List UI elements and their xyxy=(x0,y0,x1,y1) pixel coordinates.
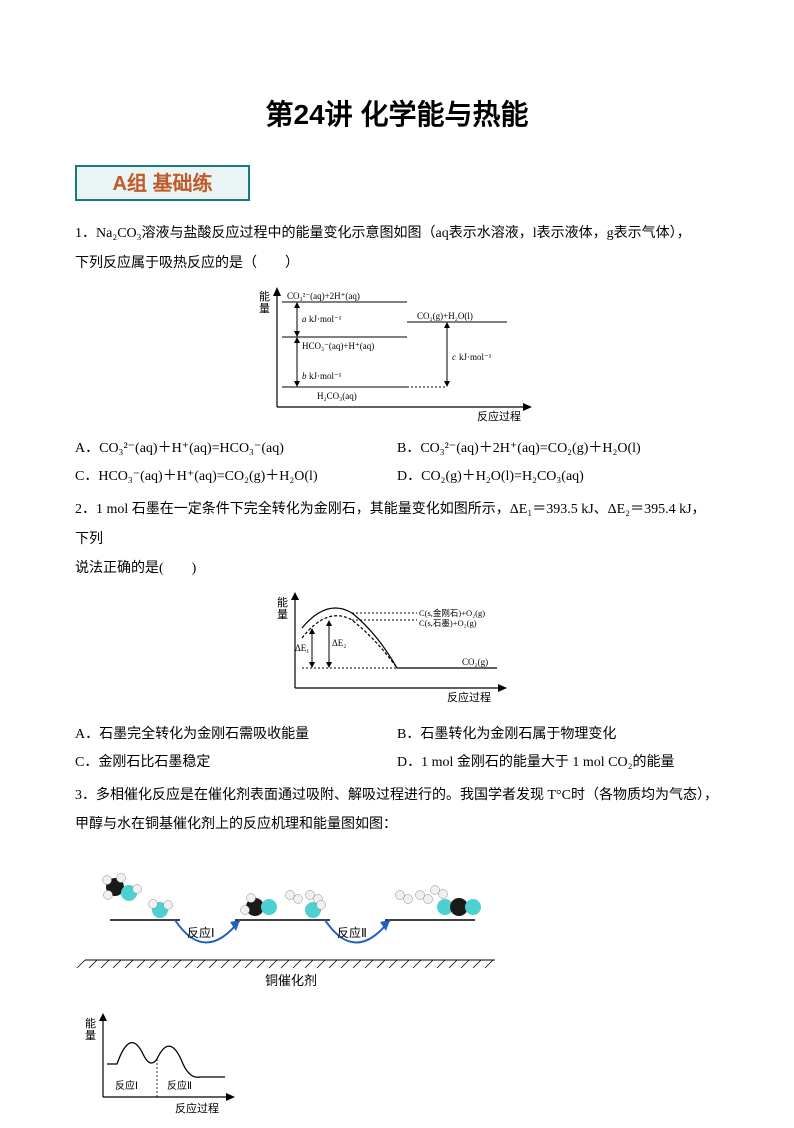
svg-text:反应过程: 反应过程 xyxy=(447,690,491,704)
svg-text:反应Ⅱ: 反应Ⅱ xyxy=(167,1079,192,1092)
q1-text-line1: 1．Na₂CO₃溶液与盐酸反应过程中的能量变化示意图如图（aq表示水溶液，l表示… xyxy=(75,219,719,248)
q3-energy-diagram: 能 量 反应过程 反应Ⅰ 反应Ⅱ xyxy=(75,1009,719,1128)
q1-opt-c: C．HCO₃⁻(aq)＋H⁺(aq)=CO₂(g)＋H₂O(l) xyxy=(75,463,397,491)
question-2: 2．1 mol 石墨在一定条件下完全转化为金刚石，其能量变化如图所示，ΔE₁＝3… xyxy=(75,495,719,776)
svg-text:量: 量 xyxy=(85,1029,96,1042)
q2-diagram: 能 量 反应过程 C(s,金刚石)+O₂(g) C(s,石墨)+O₂(g) CO… xyxy=(75,588,719,717)
question-3: 3．多相催化反应是在催化剂表面通过吸附、解吸过程进行的。我国学者发现 T°C时（… xyxy=(75,781,719,1128)
q2-text-line1: 2．1 mol 石墨在一定条件下完全转化为金刚石，其能量变化如图所示，ΔE₁＝3… xyxy=(75,495,719,554)
q2-text-line2: 说法正确的是( ) xyxy=(75,554,719,583)
q1-diagram: 能 量 反应过程 CO₃²⁻(aq)+2H⁺(aq) HCO₃⁻(aq)+H⁺(… xyxy=(75,282,719,431)
svg-text:kJ·mol⁻¹: kJ·mol⁻¹ xyxy=(309,314,342,324)
svg-text:CO₂(g): CO₂(g) xyxy=(462,657,488,667)
svg-text:CO₃²⁻(aq)+2H⁺(aq): CO₃²⁻(aq)+2H⁺(aq) xyxy=(287,291,360,301)
svg-text:a: a xyxy=(302,314,307,324)
svg-text:HCO₃⁻(aq)+H⁺(aq): HCO₃⁻(aq)+H⁺(aq) xyxy=(302,341,374,351)
q2-options: A．石墨完全转化为金刚石需吸收能量 B．石墨转化为金刚石属于物理变化 C．金刚石… xyxy=(75,721,719,777)
svg-text:kJ·mol⁻¹: kJ·mol⁻¹ xyxy=(309,371,342,381)
q3-text-line1: 3．多相催化反应是在催化剂表面通过吸附、解吸过程进行的。我国学者发现 T°C时（… xyxy=(75,781,719,810)
page-title: 第24讲 化学能与热能 xyxy=(75,90,719,140)
svg-text:H₂CO₃(aq): H₂CO₃(aq) xyxy=(317,391,357,401)
svg-text:kJ·mol⁻¹: kJ·mol⁻¹ xyxy=(459,352,492,362)
svg-text:反应Ⅰ: 反应Ⅰ xyxy=(115,1079,138,1092)
q2-opt-b: B．石墨转化为金刚石属于物理变化 xyxy=(397,721,719,749)
q1-opt-b: B．CO₃²⁻(aq)＋2H⁺(aq)=CO₂(g)＋H₂O(l) xyxy=(397,435,719,463)
svg-text:b: b xyxy=(302,371,307,381)
svg-text:反应过程: 反应过程 xyxy=(175,1101,219,1115)
q1-text-line2: 下列反应属于吸热反应的是（ ） xyxy=(75,249,719,278)
svg-text:能: 能 xyxy=(85,1016,96,1030)
svg-text:反应Ⅱ: 反应Ⅱ xyxy=(337,925,367,940)
svg-text:c: c xyxy=(452,352,456,362)
svg-text:铜催化剂: 铜催化剂 xyxy=(265,973,317,988)
q2-opt-c: C．金刚石比石墨稳定 xyxy=(75,749,397,777)
svg-text:能: 能 xyxy=(259,289,270,303)
svg-text:CO₂(g)+H₂O(l): CO₂(g)+H₂O(l) xyxy=(417,311,473,321)
svg-text:ΔE₂: ΔE₂ xyxy=(332,638,346,648)
svg-text:ΔE₁: ΔE₁ xyxy=(295,643,309,653)
q1-options: A．CO₃²⁻(aq)＋H⁺(aq)=HCO₃⁻(aq) B．CO₃²⁻(aq)… xyxy=(75,435,719,491)
svg-text:能: 能 xyxy=(277,595,288,609)
q3-mechanism-diagram: 铜催化剂 反应Ⅰ 反应Ⅱ xyxy=(75,865,719,1004)
svg-text:反应过程: 反应过程 xyxy=(477,409,521,422)
q2-opt-d: D．1 mol 金刚石的能量大于 1 mol CO₂的能量 xyxy=(397,749,719,777)
question-1: 1．Na₂CO₃溶液与盐酸反应过程中的能量变化示意图如图（aq表示水溶液，l表示… xyxy=(75,219,719,491)
svg-text:量: 量 xyxy=(259,302,270,315)
section-label: A组 基础练 xyxy=(75,165,250,201)
svg-text:反应Ⅰ: 反应Ⅰ xyxy=(187,925,215,940)
q2-opt-a: A．石墨完全转化为金刚石需吸收能量 xyxy=(75,721,397,749)
svg-text:C(s,金刚石)+O₂(g): C(s,金刚石)+O₂(g) xyxy=(419,608,485,618)
svg-text:量: 量 xyxy=(277,608,288,621)
q1-opt-a: A．CO₃²⁻(aq)＋H⁺(aq)=HCO₃⁻(aq) xyxy=(75,435,397,463)
q1-opt-d: D．CO₂(g)＋H₂O(l)=H₂CO₃(aq) xyxy=(397,463,719,491)
svg-text:C(s,石墨)+O₂(g): C(s,石墨)+O₂(g) xyxy=(419,618,477,628)
q3-text-line2: 甲醇与水在铜基催化剂上的反应机理和能量图如图： xyxy=(75,810,719,839)
